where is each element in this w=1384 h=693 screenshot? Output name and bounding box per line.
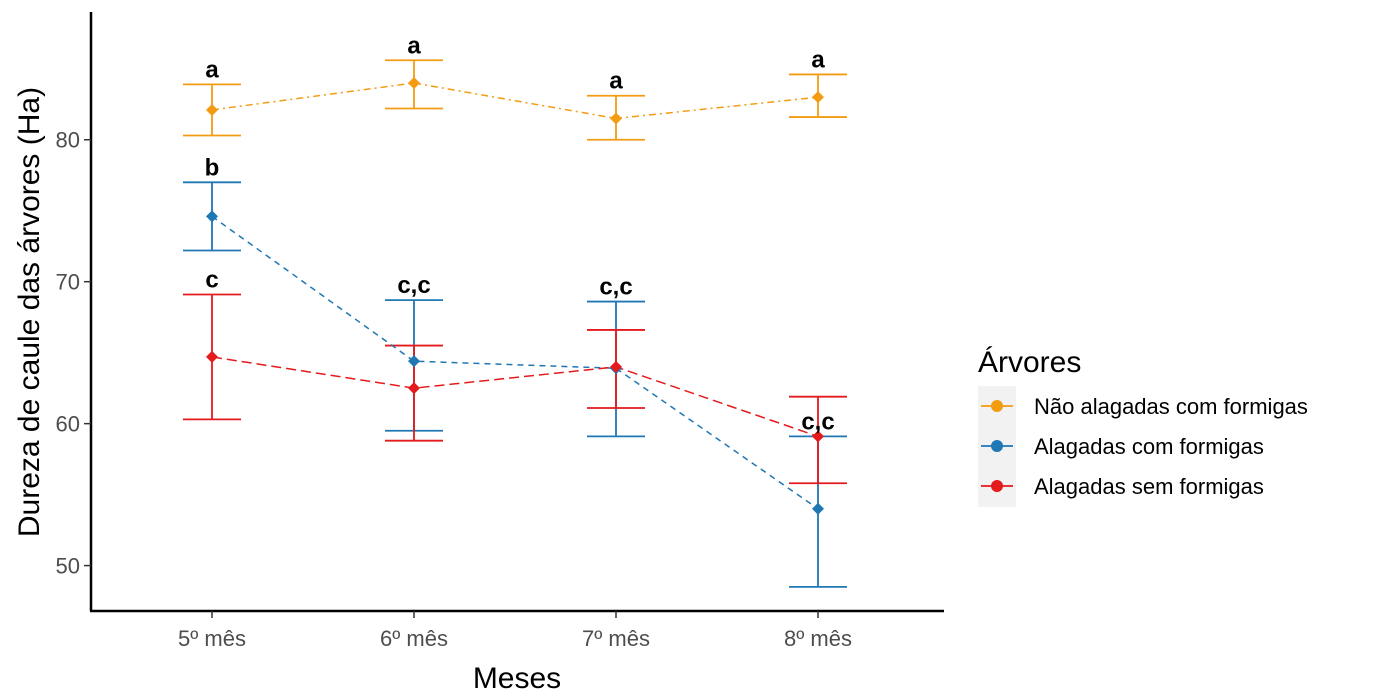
- y-tick-label: 60: [56, 412, 80, 437]
- data-point: [206, 350, 218, 363]
- plot-area: a a a a b c,c c,c c,c c: [183, 32, 847, 588]
- legend-label: Alagadas com formigas: [1034, 434, 1264, 459]
- significance-label: c,c: [397, 272, 430, 299]
- legend-title: Árvores: [978, 346, 1081, 379]
- error-bars-series-1: [183, 181, 847, 588]
- error-bars-series-2: [183, 293, 847, 485]
- y-ticks: 50 60 70 80: [56, 128, 91, 579]
- x-tick-label: 6º mês: [380, 626, 448, 651]
- data-point: [812, 91, 824, 104]
- data-point: [812, 430, 824, 443]
- data-point: [206, 103, 218, 116]
- legend-key-point: [991, 480, 1003, 492]
- data-point: [610, 360, 622, 373]
- legend-label: Alagadas sem formigas: [1034, 474, 1264, 499]
- data-point: [408, 76, 420, 89]
- significance-label: a: [811, 46, 825, 73]
- significance-label: a: [609, 68, 623, 95]
- y-tick-label: 80: [56, 128, 80, 153]
- significance-label: c: [205, 266, 218, 293]
- x-axis-title: Meses: [473, 662, 561, 693]
- x-ticks: 5º mês 6º mês 7º mês 8º mês: [178, 611, 852, 651]
- data-point: [408, 355, 420, 368]
- series-line-0: [211, 82, 819, 120]
- significance-label: c,c: [801, 408, 834, 435]
- significance-label: b: [205, 154, 220, 181]
- series-line-2: [211, 356, 819, 438]
- data-point: [812, 502, 824, 515]
- x-tick-label: 7º mês: [582, 626, 650, 651]
- legend-key-point: [991, 440, 1003, 452]
- data-point: [206, 210, 218, 223]
- data-point: [610, 112, 622, 125]
- y-axis-title: Dureza de caule das árvores (Ha): [13, 87, 46, 537]
- legend-label: Não alagadas com formigas: [1034, 394, 1308, 419]
- significance-label: c,c: [599, 274, 632, 301]
- x-tick-label: 8º mês: [784, 626, 852, 651]
- data-point: [408, 382, 420, 395]
- legend: Árvores Não alagadas com formigas Alagada…: [978, 346, 1308, 507]
- y-tick-label: 70: [56, 270, 80, 295]
- x-tick-label: 5º mês: [178, 626, 246, 651]
- significance-label: a: [407, 32, 421, 59]
- series-line-1: [211, 215, 819, 510]
- y-tick-label: 50: [56, 554, 80, 579]
- significance-label: a: [205, 56, 219, 83]
- legend-key-point: [991, 400, 1003, 412]
